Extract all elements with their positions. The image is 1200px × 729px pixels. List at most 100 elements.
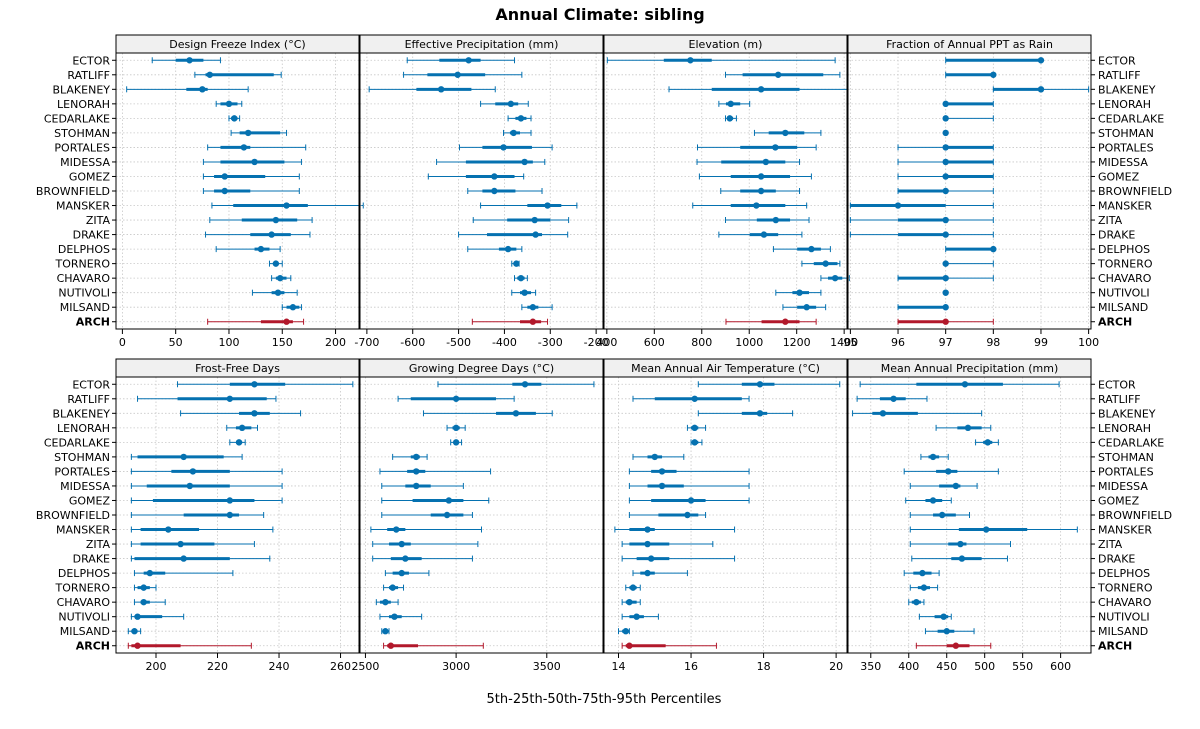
median-point bbox=[942, 318, 949, 325]
x-tick-label: 450 bbox=[936, 660, 957, 673]
median-point bbox=[958, 555, 966, 562]
site-label-right: MANSKER bbox=[1098, 524, 1152, 537]
site-label-left: LENORAH bbox=[57, 98, 110, 111]
x-tick-label: 95 bbox=[843, 336, 857, 349]
site-label-left: NUTIVOLI bbox=[58, 611, 110, 624]
site-label-right: MILSAND bbox=[1098, 625, 1148, 638]
site-label-left: DELPHOS bbox=[58, 243, 110, 256]
median-point bbox=[942, 231, 949, 238]
x-tick-label: 600 bbox=[644, 336, 665, 349]
median-point bbox=[687, 497, 695, 504]
x-tick-label: 260 bbox=[330, 660, 351, 673]
site-label-left: CEDARLAKE bbox=[44, 436, 110, 449]
median-point bbox=[283, 318, 290, 325]
panel-title: Elevation (m) bbox=[689, 38, 763, 51]
site-label-left: DRAKE bbox=[73, 229, 110, 242]
x-tick-label: 50 bbox=[169, 336, 183, 349]
site-label-right: NUTIVOLI bbox=[1098, 611, 1150, 624]
median-point bbox=[942, 187, 949, 195]
panel-title: Frost-Free Days bbox=[195, 362, 280, 375]
median-point bbox=[180, 555, 187, 562]
median-point bbox=[626, 642, 633, 649]
median-point bbox=[831, 274, 839, 282]
panel-frame bbox=[603, 376, 848, 654]
median-point bbox=[687, 57, 694, 64]
site-label-left: RATLIFF bbox=[67, 393, 110, 406]
median-point bbox=[658, 468, 666, 475]
site-label-left: CHAVARO bbox=[57, 272, 111, 285]
median-point bbox=[983, 526, 990, 533]
median-point bbox=[782, 318, 789, 325]
median-point bbox=[413, 482, 420, 490]
median-point bbox=[391, 613, 398, 620]
site-label-right: MILSAND bbox=[1098, 301, 1148, 314]
x-tick-label: 16 bbox=[684, 660, 698, 673]
site-label-left: BROWNFIELD bbox=[36, 185, 110, 198]
median-point bbox=[491, 187, 498, 195]
median-point bbox=[521, 381, 529, 388]
median-point bbox=[437, 86, 445, 93]
site-label-left: MILSAND bbox=[60, 301, 110, 314]
median-point bbox=[244, 129, 252, 137]
site-label-right: TORNERO bbox=[1097, 582, 1153, 595]
median-point bbox=[691, 439, 698, 446]
median-point bbox=[633, 613, 640, 620]
x-tick-label: 150 bbox=[272, 336, 293, 349]
x-tick-label: 1000 bbox=[735, 336, 763, 349]
median-point bbox=[984, 439, 991, 446]
site-label-right: ARCH bbox=[1098, 316, 1132, 329]
median-point bbox=[507, 100, 515, 108]
site-label-left: BLAKENEY bbox=[52, 407, 110, 420]
median-point bbox=[398, 569, 405, 577]
site-label-left: PORTALES bbox=[54, 141, 110, 154]
panel-frame bbox=[359, 52, 604, 330]
median-point bbox=[796, 289, 803, 296]
x-tick-label: -700 bbox=[354, 336, 379, 349]
site-label-right: LENORAH bbox=[1098, 422, 1151, 435]
median-point bbox=[919, 569, 926, 577]
chart-title: Annual Climate: sibling bbox=[495, 5, 704, 24]
median-point bbox=[517, 274, 525, 282]
median-point bbox=[226, 497, 234, 504]
site-label-right: MIDESSA bbox=[1098, 156, 1148, 169]
median-point bbox=[644, 540, 651, 548]
median-point bbox=[760, 231, 768, 238]
median-point bbox=[272, 216, 280, 224]
median-point bbox=[651, 453, 658, 461]
median-point bbox=[393, 526, 400, 533]
median-point bbox=[134, 642, 141, 649]
median-point bbox=[517, 115, 525, 122]
site-label-left: ZITA bbox=[86, 538, 111, 551]
site-label-right: ECTOR bbox=[1098, 54, 1136, 67]
site-label-left: MANSKER bbox=[56, 200, 110, 213]
panel-2: Effective Precipitation (mm) -700 -600 -500… bbox=[354, 34, 609, 349]
x-tick-label: 600 bbox=[1050, 660, 1071, 673]
x-tick-label: 500 bbox=[974, 660, 995, 673]
x-axis-label: 5th-25th-50th-75th-95th Percentiles bbox=[487, 692, 722, 707]
site-label-right: GOMEZ bbox=[1098, 494, 1140, 507]
median-point bbox=[890, 395, 897, 402]
median-point bbox=[529, 304, 537, 311]
site-label-left: GOMEZ bbox=[69, 494, 111, 507]
median-point bbox=[529, 318, 537, 325]
median-point bbox=[961, 381, 969, 388]
median-point bbox=[942, 173, 949, 180]
median-point bbox=[753, 202, 760, 209]
site-label-right: ZITA bbox=[1098, 214, 1123, 227]
x-tick-label: 96 bbox=[891, 336, 905, 349]
site-label-left: MANSKER bbox=[56, 524, 110, 537]
median-point bbox=[942, 260, 949, 267]
panel-8: Mean Annual Precipitation (mm) 350 400 450 5… bbox=[847, 358, 1092, 673]
median-point bbox=[942, 289, 949, 296]
panel-6: Growing Degree Days (°C) 2500 3000 3500 bbox=[351, 358, 604, 673]
median-point bbox=[199, 86, 206, 93]
median-point bbox=[443, 511, 451, 519]
site-label-left: ARCH bbox=[76, 640, 110, 653]
x-tick-label: 350 bbox=[860, 660, 881, 673]
x-tick-label: 2500 bbox=[351, 660, 379, 673]
median-point bbox=[445, 497, 453, 504]
median-point bbox=[186, 482, 194, 490]
median-point bbox=[772, 144, 779, 151]
x-tick-label: 550 bbox=[1012, 660, 1033, 673]
